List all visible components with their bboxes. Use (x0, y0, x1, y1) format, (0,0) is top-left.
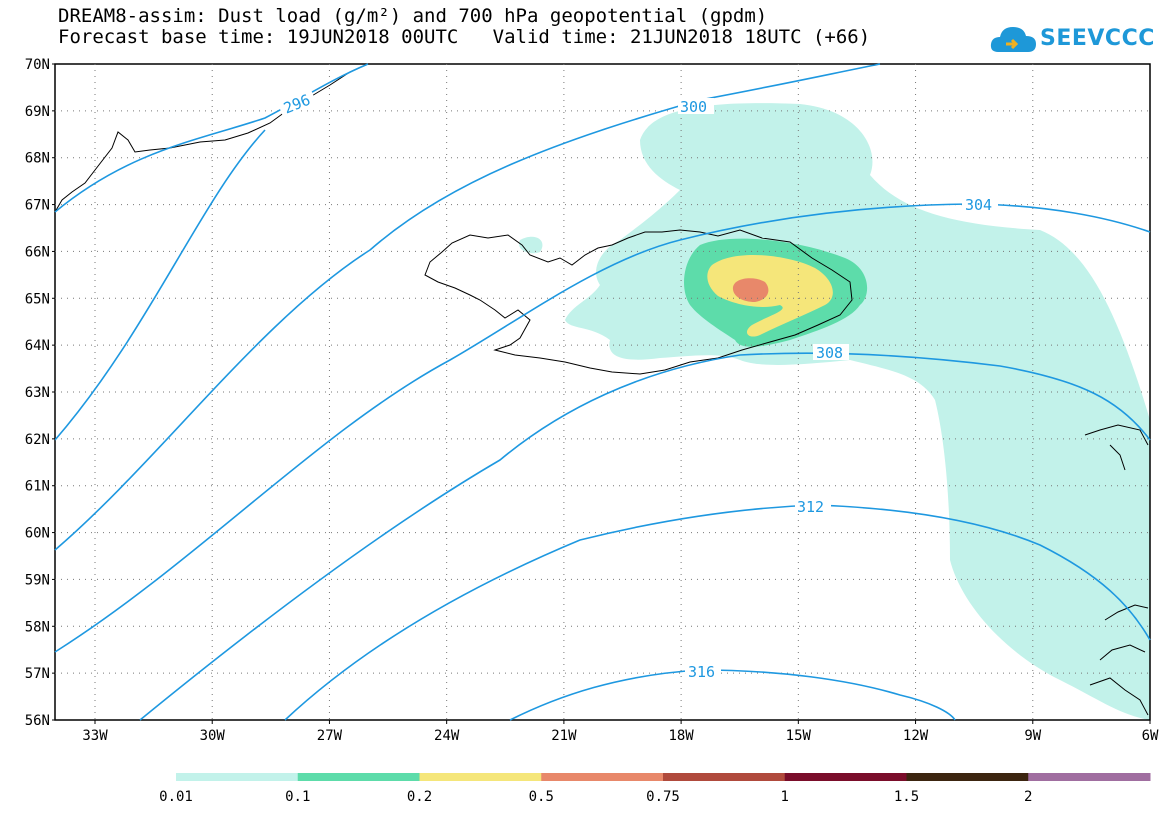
lon-label: 6W (1142, 728, 1159, 744)
lat-label: 70N (25, 57, 50, 73)
lat-label: 62N (25, 432, 50, 448)
colorbar-segment (1028, 773, 1151, 781)
colorbar-segment (297, 773, 420, 781)
lon-label: 27W (317, 728, 343, 744)
colorbar-label: 1 (781, 789, 789, 805)
contour-label-316: 316 (688, 663, 715, 681)
contour-label-300: 300 (680, 98, 707, 116)
contour-300 (54, 63, 881, 551)
lat-label: 64N (25, 338, 50, 354)
colorbar-label: 0.2 (407, 789, 432, 805)
contour-labels: 296 300 304 308 312 316 (277, 88, 998, 681)
contour-west-1 (54, 129, 266, 441)
lat-label: 65N (25, 291, 50, 307)
contour-label-304: 304 (965, 196, 992, 214)
lon-label: 12W (903, 728, 929, 744)
colorbar-label: 0.01 (159, 789, 193, 805)
colorbar-segment (176, 773, 299, 781)
lat-label: 66N (25, 244, 50, 260)
lon-label: 24W (434, 728, 460, 744)
longitude-labels: 33W 30W 27W 24W 21W 18W 15W 12W 9W 6W (82, 720, 1159, 744)
colorbar-label: 1.5 (894, 789, 919, 805)
colorbar-label: 0.75 (646, 789, 680, 805)
lat-label: 63N (25, 385, 50, 401)
contour-label-308: 308 (816, 344, 843, 362)
seevccc-logo: SEEVCCC (988, 20, 1158, 60)
contour-label-312: 312 (797, 498, 824, 516)
dust-area-0.5 (732, 278, 769, 302)
lon-label: 30W (200, 728, 226, 744)
colorbar-label: 0.1 (285, 789, 310, 805)
dust-load-shading (519, 103, 1150, 720)
lat-label: 69N (25, 104, 50, 120)
colorbar-segment (663, 773, 786, 781)
faroe-coastline (1084, 424, 1149, 471)
colorbar-segment (906, 773, 1029, 781)
greenland-coastline (54, 63, 369, 213)
scotland-coastline (1089, 604, 1149, 716)
iceland-coastline (424, 229, 853, 375)
lon-label: 18W (668, 728, 694, 744)
lon-label: 21W (551, 728, 577, 744)
contour-312 (284, 504, 1151, 721)
lon-label: 15W (786, 728, 812, 744)
colorbar-labels: 0.01 0.1 0.2 0.5 0.75 1 1.5 2 (159, 789, 1032, 805)
colorbar (176, 773, 1151, 781)
lat-label: 61N (25, 479, 50, 495)
logo-text: SEEVCCC (1040, 26, 1155, 51)
dust-area-0.2 (707, 254, 833, 337)
map-subtitle: Forecast base time: 19JUN2018 00UTC Vali… (58, 26, 871, 48)
cloud-icon (990, 27, 1036, 52)
lat-label: 67N (25, 198, 50, 214)
contour-316 (509, 669, 956, 721)
lat-label: 56N (25, 713, 50, 729)
lat-label: 68N (25, 151, 50, 167)
map-title: DREAM8-assim: Dust load (g/m²) and 700 h… (58, 5, 768, 27)
lon-label: 33W (82, 728, 108, 744)
lat-label: 60N (25, 526, 50, 542)
lon-label: 9W (1024, 728, 1041, 744)
dust-area-0.01 (565, 103, 1150, 720)
contour-296 (54, 63, 369, 213)
colorbar-label: 2 (1024, 789, 1032, 805)
lat-label: 58N (25, 619, 50, 635)
colorbar-segment (541, 773, 664, 781)
colorbar-segment (784, 773, 907, 781)
latitude-labels: 70N 69N 68N 67N 66N 65N 64N 63N 62N 61N 60N 59N 58N 5… (25, 57, 55, 729)
contour-308 (139, 352, 1151, 721)
lat-label: 57N (25, 666, 50, 682)
colorbar-segment (419, 773, 542, 781)
lat-label: 59N (25, 572, 50, 588)
colorbar-label: 0.5 (529, 789, 554, 805)
